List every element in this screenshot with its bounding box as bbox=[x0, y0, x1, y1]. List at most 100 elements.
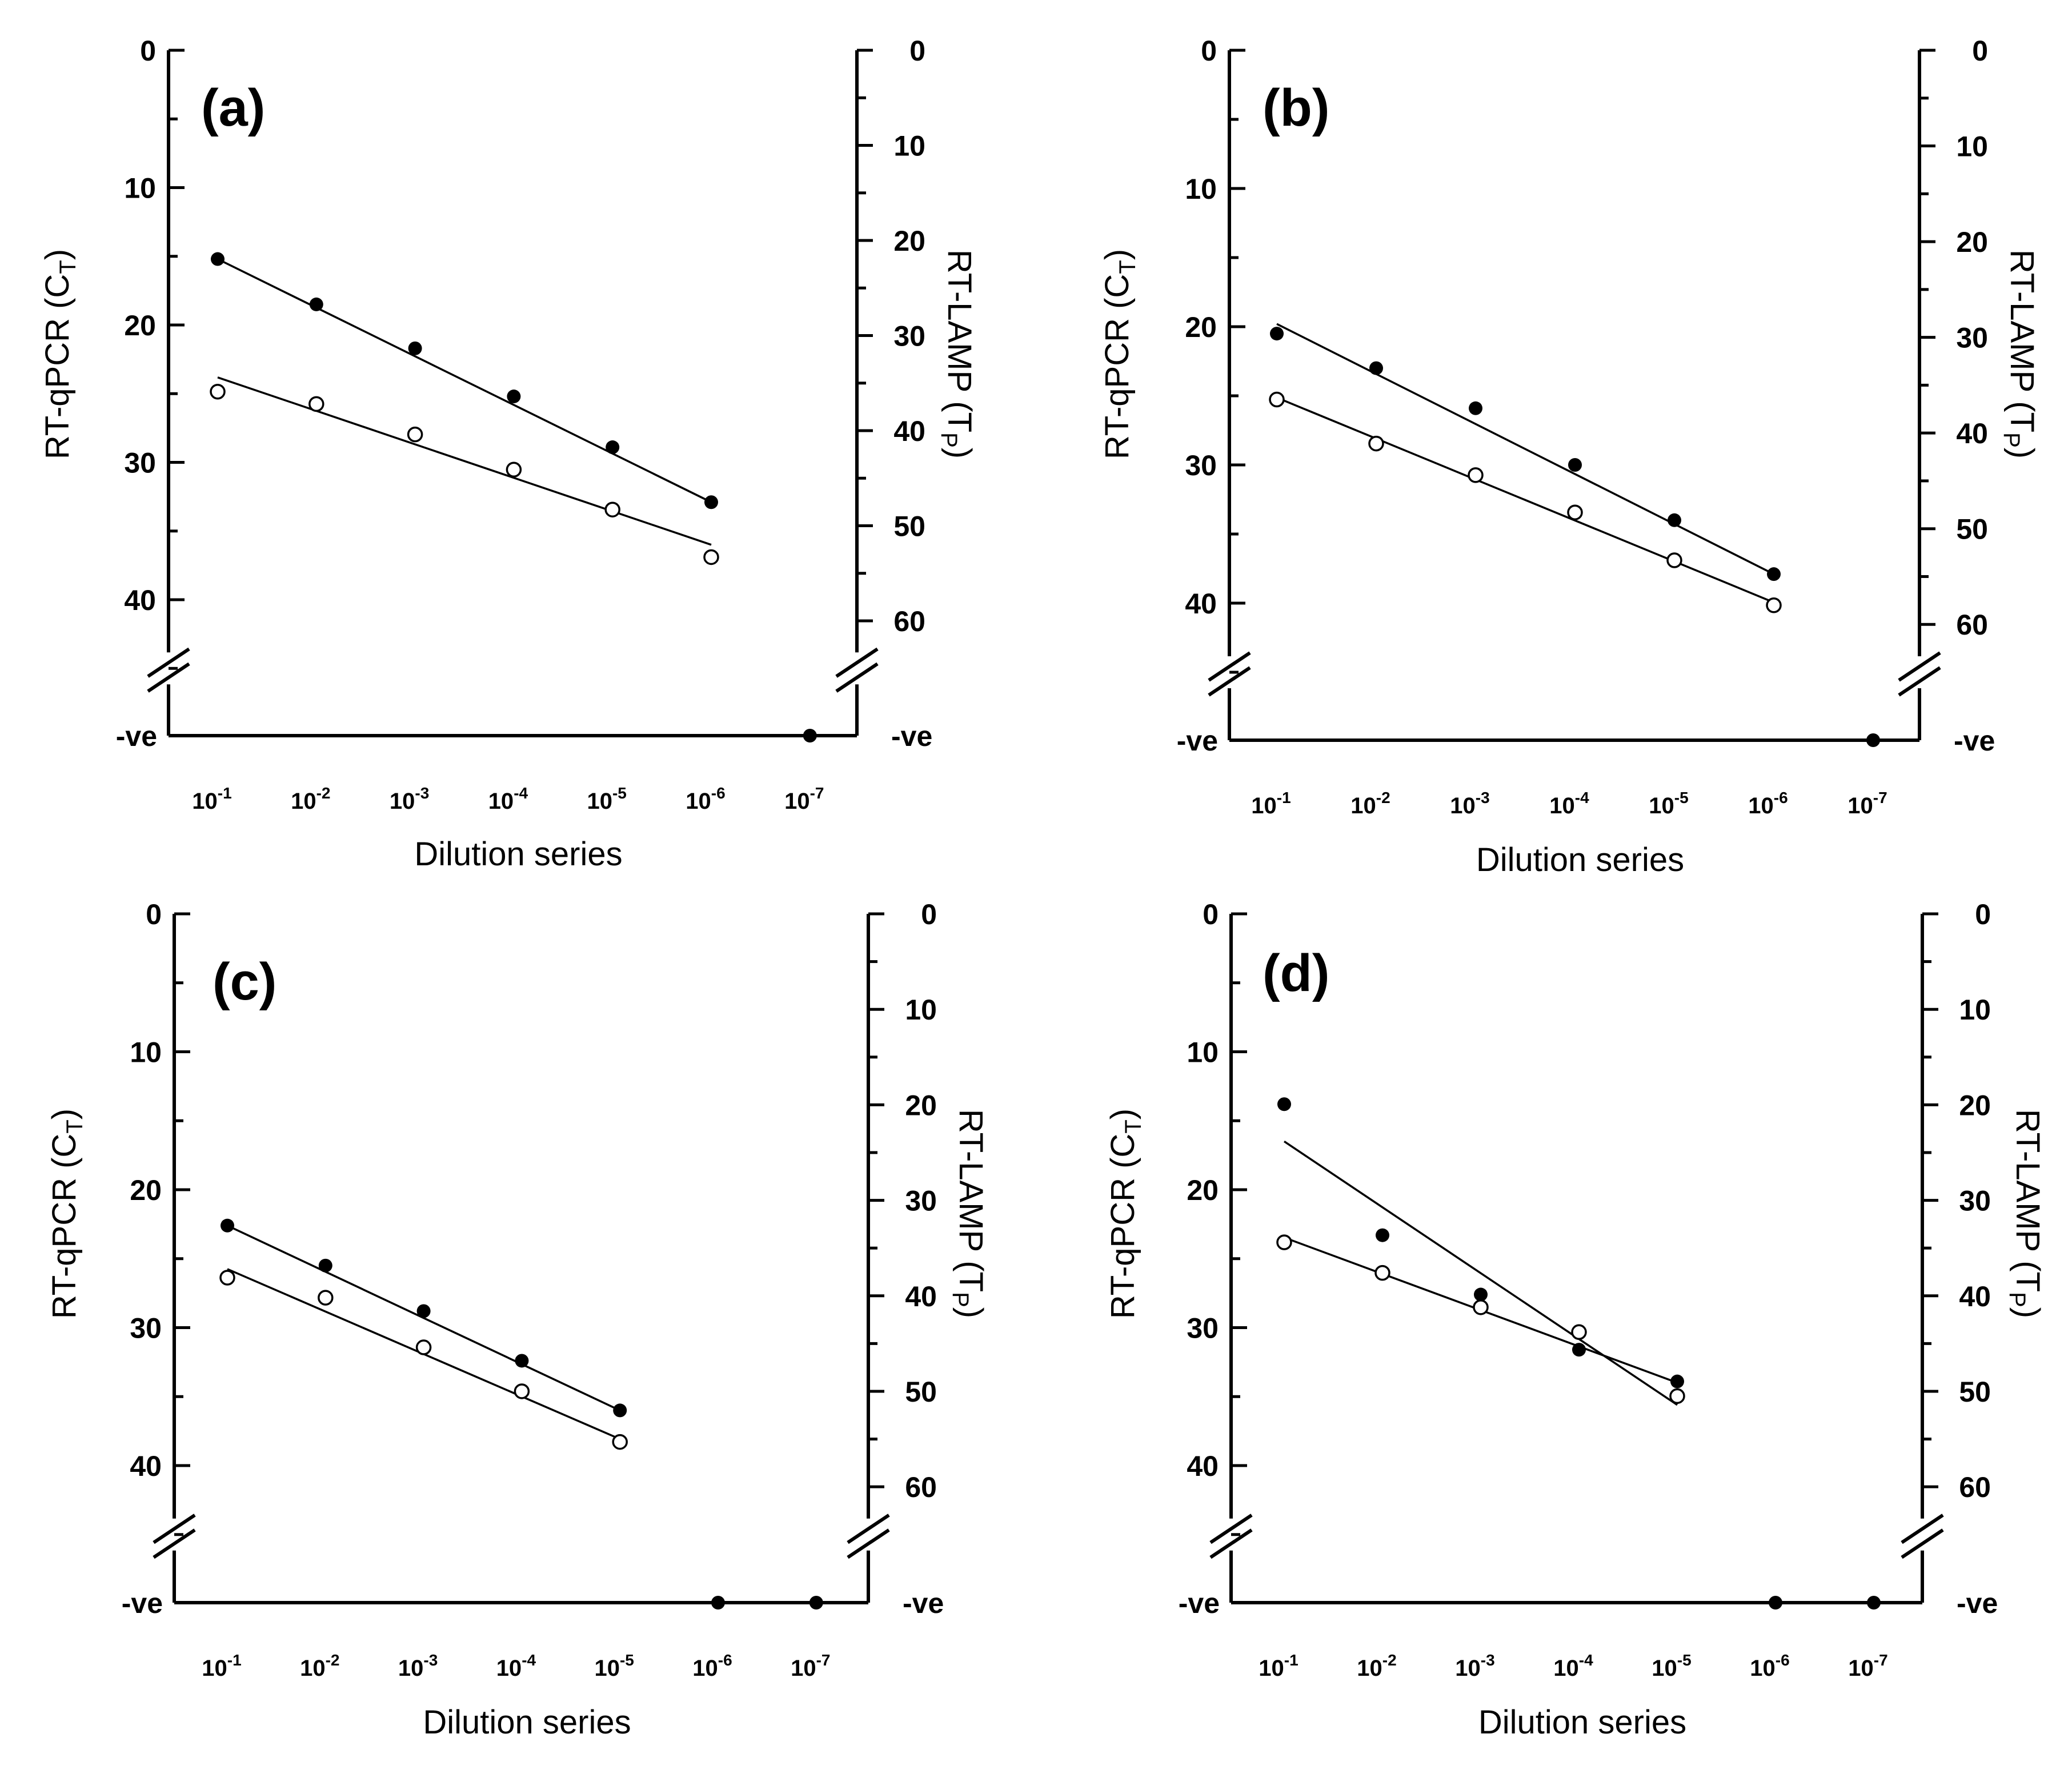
x-tick-exponent: -7 bbox=[810, 784, 824, 802]
x-tick-label: 10-5 bbox=[587, 784, 626, 814]
left-axis-tick-label: 0 bbox=[1201, 35, 1217, 67]
x-axis-title: Dilution series bbox=[414, 836, 622, 873]
rt-qpcr-data-point bbox=[1369, 361, 1383, 375]
left-axis-title: RT-qPCR (CT) bbox=[39, 249, 81, 459]
rt-qpcr-data-point bbox=[416, 1304, 431, 1318]
right-axis-title-close: ) bbox=[941, 448, 978, 459]
x-tick-exponent: -3 bbox=[415, 784, 429, 802]
x-tick-label: 10-4 bbox=[1553, 1651, 1593, 1681]
right-axis-break-mark bbox=[1901, 1528, 1944, 1559]
right-axis-tick-label: 0 bbox=[1972, 35, 1988, 67]
x-tick-label: 10-6 bbox=[1750, 1651, 1789, 1681]
right-axis-title-text: RT-LAMP (T bbox=[952, 1109, 989, 1292]
left-axis-tick-label: 20 bbox=[124, 310, 156, 342]
right-axis-title-subscript: P bbox=[1999, 432, 2024, 448]
right-axis-title-text: RT-LAMP (T bbox=[2003, 250, 2041, 432]
x-tick-exponent: -6 bbox=[1774, 789, 1788, 806]
right-axis-tick-label: 60 bbox=[1959, 1471, 1991, 1503]
rt-lamp-data-point bbox=[219, 1270, 235, 1286]
right-axis-title-close: ) bbox=[2003, 448, 2041, 459]
x-tick-base: 10 bbox=[1748, 793, 1774, 818]
x-tick-base: 10 bbox=[496, 1656, 522, 1681]
left-axis-title-subscript: T bbox=[62, 1119, 87, 1133]
right-axis-break-mark bbox=[847, 1528, 890, 1559]
rt-qpcr-data-point bbox=[1277, 1097, 1291, 1111]
right-axis-title: RT-LAMP (TP) bbox=[948, 1109, 989, 1318]
x-tick-exponent: -5 bbox=[620, 1651, 634, 1669]
left-axis-break-mark bbox=[153, 1514, 196, 1544]
x-tick-base: 10 bbox=[1259, 1656, 1284, 1681]
x-tick-label: 10-1 bbox=[192, 784, 231, 814]
rt-qpcr-regression-line bbox=[1276, 323, 1774, 575]
right-axis-tick-label: 0 bbox=[1975, 898, 1991, 930]
right-axis-tick-label: 0 bbox=[921, 898, 937, 930]
left-axis-tick-label: 40 bbox=[130, 1450, 162, 1482]
x-tick-exponent: -4 bbox=[1579, 1651, 1593, 1669]
right-axis-break-mark bbox=[847, 1514, 890, 1544]
x-tick-base: 10 bbox=[1848, 1656, 1874, 1681]
x-tick-label: 10-3 bbox=[1455, 1651, 1494, 1681]
x-tick-exponent: -2 bbox=[326, 1651, 340, 1669]
left-axis-break-mark bbox=[1209, 1514, 1253, 1544]
left-axis-tick-label: 20 bbox=[1187, 1174, 1219, 1206]
rt-lamp-data-point bbox=[1368, 435, 1384, 452]
x-tick-base: 10 bbox=[587, 789, 612, 814]
x-tick-base: 10 bbox=[1553, 1656, 1579, 1681]
rt-qpcr-data-point bbox=[211, 252, 225, 266]
right-axis-tick-label: 20 bbox=[893, 225, 925, 257]
rt-qpcr-regression-line bbox=[227, 1225, 620, 1411]
right-axis-break-mark bbox=[1901, 1514, 1944, 1544]
rt-qpcr-data-point bbox=[1376, 1228, 1389, 1242]
rt-qpcr-data-point bbox=[1867, 1596, 1881, 1610]
right-axis-title-close: ) bbox=[2009, 1307, 2046, 1318]
left-axis-title-text: RT-qPCR (C bbox=[1099, 274, 1136, 459]
rt-lamp-data-point bbox=[1669, 1388, 1685, 1404]
rt-qpcr-data-point bbox=[1270, 327, 1284, 341]
right-axis-tick-label: 60 bbox=[893, 605, 925, 637]
panel-label: (c) bbox=[213, 953, 276, 1011]
right-axis-break-mark bbox=[835, 647, 879, 678]
x-tick-exponent: -7 bbox=[816, 1651, 831, 1669]
right-axis-tick-label: 20 bbox=[1959, 1089, 1991, 1121]
left-axis-tick-label: 30 bbox=[1185, 449, 1217, 481]
right-axis-title-subscript: P bbox=[2005, 1292, 2030, 1307]
right-axis-tick-label: 50 bbox=[905, 1376, 937, 1408]
x-tick-base: 10 bbox=[192, 789, 218, 814]
right-axis-tick-label: 40 bbox=[1956, 418, 1988, 449]
x-tick-base: 10 bbox=[202, 1656, 227, 1681]
right-axis-break-mark bbox=[1898, 651, 1941, 682]
left-axis-title: RT-qPCR (CT) bbox=[1104, 1109, 1146, 1319]
panel-label: (b) bbox=[1263, 79, 1329, 137]
right-axis-tick-label: 50 bbox=[1956, 513, 1988, 545]
rt-qpcr-data-point bbox=[1572, 1343, 1586, 1357]
right-axis-title-text: RT-LAMP (T bbox=[2009, 1109, 2046, 1292]
x-tick-exponent: -1 bbox=[1277, 789, 1291, 806]
rt-lamp-data-point bbox=[514, 1383, 530, 1399]
left-axis-tick-label: 0 bbox=[146, 898, 162, 930]
right-axis-tick-label: 20 bbox=[1956, 226, 1988, 258]
right-axis-title: RT-LAMP (TP) bbox=[1999, 250, 2041, 459]
x-tick-exponent: -5 bbox=[1677, 1651, 1692, 1669]
rt-lamp-data-point bbox=[1374, 1265, 1390, 1281]
rt-qpcr-data-point bbox=[507, 390, 521, 404]
x-tick-exponent: -5 bbox=[1674, 789, 1689, 806]
left-axis-break-mark bbox=[153, 1528, 196, 1559]
right-axis-negative-label: -ve bbox=[903, 1587, 944, 1619]
rt-lamp-data-point bbox=[1473, 1299, 1489, 1315]
right-axis-tick-label: 0 bbox=[909, 35, 925, 67]
x-tick-label: 10-2 bbox=[1350, 789, 1390, 818]
x-tick-base: 10 bbox=[692, 1656, 718, 1681]
left-axis-tick-label: 0 bbox=[140, 35, 156, 67]
x-tick-label: 10-3 bbox=[1450, 789, 1489, 818]
rt-qpcr-data-point bbox=[1474, 1287, 1488, 1302]
rt-qpcr-data-point bbox=[711, 1596, 725, 1610]
rt-lamp-data-point bbox=[506, 461, 522, 478]
x-tick-label: 10-7 bbox=[791, 1651, 830, 1681]
rt-qpcr-data-point bbox=[606, 440, 620, 455]
x-tick-base: 10 bbox=[1750, 1656, 1776, 1681]
x-tick-label: 10-5 bbox=[1649, 789, 1688, 818]
panel-label: (d) bbox=[1263, 944, 1329, 1002]
rt-qpcr-data-point bbox=[1668, 513, 1681, 527]
left-axis-title-subscript: T bbox=[55, 260, 81, 274]
